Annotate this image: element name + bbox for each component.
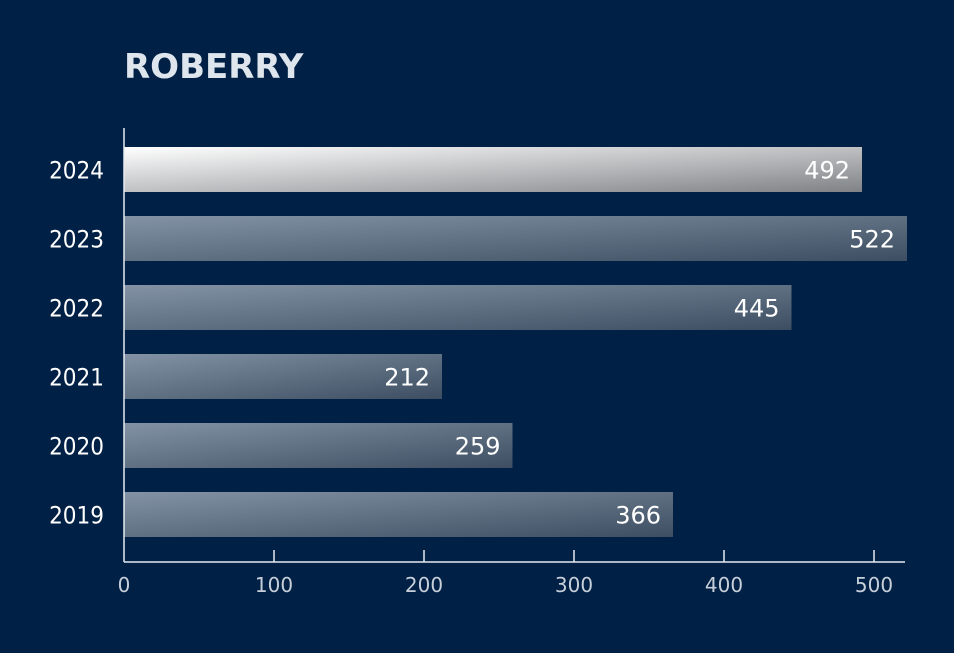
value-label-2024: 492 [804, 157, 850, 185]
bar-2022 [124, 285, 792, 330]
bar-2019 [124, 492, 673, 537]
value-label-2019: 366 [615, 502, 661, 530]
x-tick-label-300: 300 [555, 573, 593, 597]
category-label-2024: 2024 [49, 157, 104, 185]
value-label-2022: 445 [734, 295, 780, 323]
value-label-2023: 522 [849, 226, 895, 254]
x-tick-label-500: 500 [855, 573, 893, 597]
value-label-2021: 212 [384, 364, 430, 392]
value-label-2020: 259 [455, 433, 501, 461]
x-tick-label-400: 400 [705, 573, 743, 597]
category-label-2021: 2021 [49, 364, 104, 392]
chart-title: ROBERRY [124, 47, 304, 87]
category-label-2022: 2022 [49, 295, 104, 323]
bars-layer: 2024 492 2023 522 2022 445 2021 212 2020 259 2019 3… [49, 147, 907, 537]
bar-2020 [124, 423, 513, 468]
bar-2024 [124, 147, 862, 192]
x-tick-label-100: 100 [255, 573, 293, 597]
bar-2021 [124, 354, 442, 399]
category-label-2020: 2020 [49, 433, 104, 461]
category-label-2019: 2019 [49, 502, 104, 530]
category-label-2023: 2023 [49, 226, 104, 254]
bar-2023 [124, 216, 907, 261]
x-tick-label-200: 200 [405, 573, 443, 597]
x-tick-label-0: 0 [118, 573, 131, 597]
axis-layer: 0 100 200 300 400 500 [118, 128, 905, 597]
